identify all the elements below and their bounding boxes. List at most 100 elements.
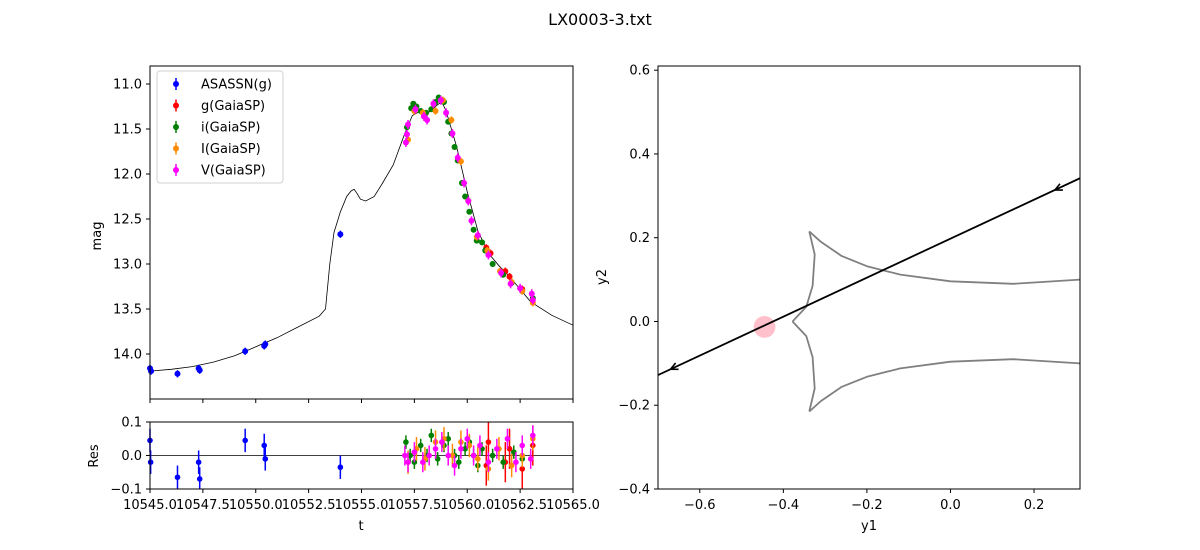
data-point <box>402 139 409 146</box>
trajectory-arrowhead <box>1053 183 1063 191</box>
data-point <box>424 117 431 123</box>
caustic-curve <box>791 320 816 412</box>
xtick-label: −0.2 <box>851 498 883 513</box>
legend-box <box>156 70 284 184</box>
data-point <box>530 432 536 439</box>
lightcurve-axes: 11.0 11.5 12.0 12.5 13.0 13.5 14.0 <box>113 78 574 403</box>
source-plane-content <box>658 177 1080 413</box>
data-point <box>411 449 418 455</box>
data-point <box>430 100 437 107</box>
xtick-label: 10560.0 <box>440 498 494 513</box>
xtick-label: 10555.0 <box>335 498 389 513</box>
ytick-label: 12.0 <box>113 168 142 183</box>
data-point <box>507 280 514 287</box>
ytick-label: −0.4 <box>618 483 650 498</box>
data-point <box>432 446 439 452</box>
data-point <box>445 435 452 442</box>
data-point <box>196 367 203 374</box>
source-trajectory <box>658 177 1080 376</box>
data-point <box>461 180 468 186</box>
xtick-label: 0.2 <box>1024 498 1045 513</box>
data-point <box>513 459 519 466</box>
ytick-label: 0.0 <box>629 315 650 330</box>
data-point <box>420 459 426 466</box>
data-point <box>462 193 469 200</box>
data-point <box>196 476 203 482</box>
data-point <box>485 459 492 466</box>
xtick-label: 0.0 <box>940 498 961 513</box>
data-point <box>403 439 409 445</box>
data-point <box>475 456 481 462</box>
data-point <box>174 474 181 481</box>
legend-label: I(GaiaSP) <box>201 142 261 157</box>
data-point <box>412 106 419 113</box>
data-point <box>426 452 432 459</box>
data-point <box>500 459 507 466</box>
legend-marker <box>173 81 179 87</box>
xtick-label: 10552.5 <box>282 498 336 513</box>
data-point <box>528 290 535 297</box>
xtick-label: 10550.0 <box>229 498 283 513</box>
data-point <box>519 466 526 472</box>
data-point <box>464 435 471 442</box>
residual-series-4 <box>402 425 536 476</box>
data-point <box>443 109 450 116</box>
data-point <box>148 368 155 375</box>
residual-xlabel: t <box>358 519 363 534</box>
residual-ylabel: Res <box>87 444 102 467</box>
data-point <box>242 348 249 355</box>
data-point <box>405 459 411 466</box>
data-point <box>489 452 496 459</box>
legend-marker <box>173 145 179 152</box>
data-point <box>448 117 455 123</box>
source-plane-ylabel: y2 <box>595 269 610 285</box>
trajectory-arrowhead <box>668 362 679 371</box>
source-plane-axes: −0.6 −0.4 −0.2 0.0 0.2 −0.4 −0.2 0.0 0.2 0.4 0.6 <box>618 64 1044 513</box>
legend: ASASSN(g) g(GaiaSP) i(GaiaSP) I(GaiaSP) V(Ga… <box>156 70 284 184</box>
data-point <box>195 459 202 466</box>
xtick-label: 10562.5 <box>493 498 547 513</box>
ytick-label: 13.0 <box>113 258 142 273</box>
data-point <box>417 442 424 449</box>
legend-label: ASASSN(g) <box>201 78 272 93</box>
data-point <box>508 462 515 469</box>
source-disk <box>753 316 776 338</box>
source-plane-panel: −0.6 −0.4 −0.2 0.0 0.2 −0.4 −0.2 0.0 0.2 0.4 0.6 y… <box>595 64 1081 534</box>
ytick-label: 14.0 <box>113 348 142 363</box>
lightcurve-series-2 <box>403 94 536 302</box>
data-point <box>455 459 462 466</box>
legend-marker <box>173 124 179 130</box>
lightcurve-panel: 11.0 11.5 12.0 12.5 13.0 13.5 14.0 mag ASASSN(… <box>90 65 574 403</box>
legend-label: i(GaiaSP) <box>201 121 260 136</box>
data-point <box>403 131 410 138</box>
data-point <box>485 439 492 445</box>
ytick-label: −0.1 <box>110 483 142 498</box>
ytick-label: 11.5 <box>113 123 142 138</box>
data-point <box>449 130 456 137</box>
data-point <box>458 446 464 452</box>
caustic-curve <box>808 230 1080 285</box>
data-point <box>437 97 444 104</box>
data-point <box>529 297 536 303</box>
ytick-label: 0.2 <box>629 231 650 246</box>
data-point <box>466 208 473 215</box>
source-plane-xlabel: y1 <box>861 519 877 534</box>
data-point <box>489 261 496 267</box>
caustic-curve <box>791 231 816 323</box>
ytick-label: 0.0 <box>121 449 142 464</box>
ytick-label: 13.5 <box>113 303 142 318</box>
xtick-label: −0.4 <box>768 498 800 513</box>
ytick-label: −0.2 <box>618 399 650 414</box>
data-point <box>451 462 458 469</box>
figure-title: LX0003-3.txt <box>548 10 652 29</box>
data-point <box>262 341 269 348</box>
data-point <box>337 231 344 238</box>
data-point <box>454 154 461 161</box>
data-point <box>428 432 435 439</box>
xtick-label: 10557.5 <box>387 498 441 513</box>
data-point <box>242 437 248 444</box>
data-point <box>174 370 181 377</box>
